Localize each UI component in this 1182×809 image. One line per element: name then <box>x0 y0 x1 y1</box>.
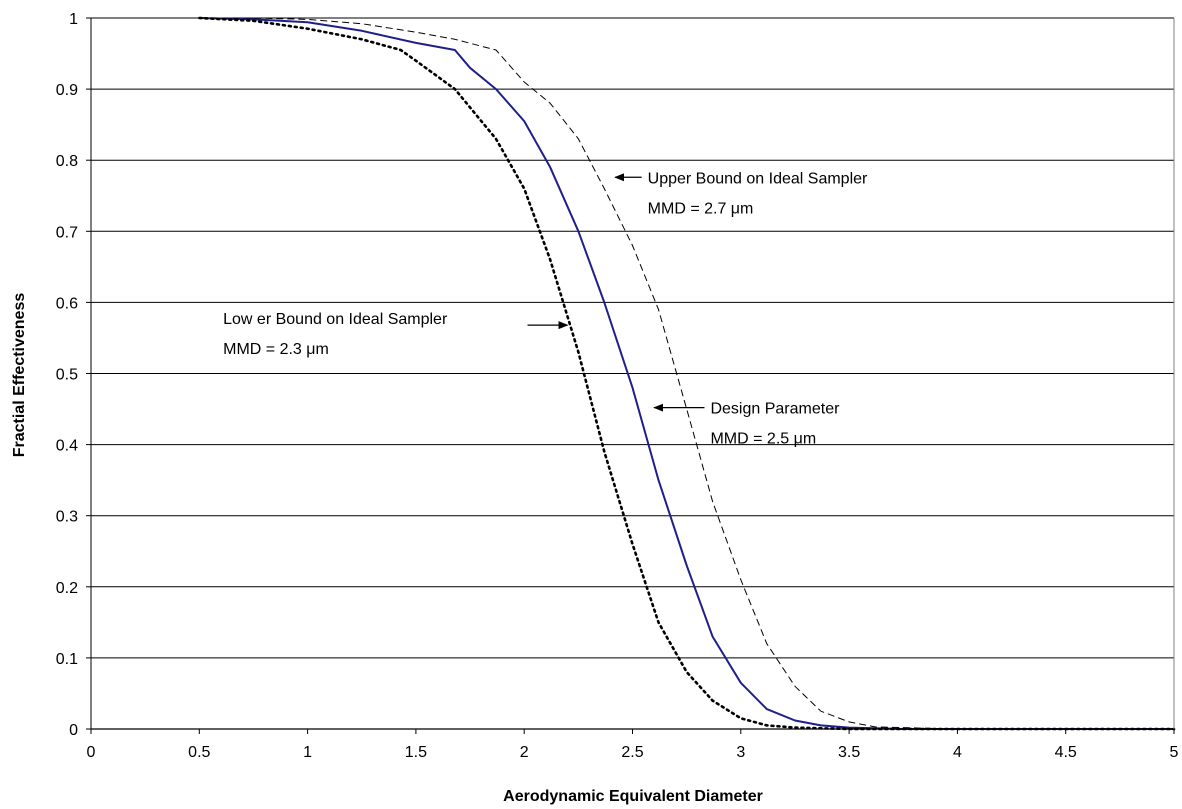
gridlines <box>91 17 1174 659</box>
annotation-text: Design Parameter <box>710 401 840 418</box>
annotation-text: MMD = 2.7 μm <box>648 200 754 217</box>
y-tick-label: 0.4 <box>56 438 78 455</box>
x-tick-label: 1 <box>303 744 312 761</box>
x-tick-label: 0.5 <box>188 744 210 761</box>
x-tick-label: 2 <box>520 744 529 761</box>
y-tick-label: 0 <box>69 722 78 739</box>
x-tick-label: 4.5 <box>1055 744 1077 761</box>
x-tick-label: 3.5 <box>838 744 860 761</box>
y-tick-label: 0.6 <box>56 295 78 312</box>
x-tick-label: 5 <box>1170 744 1179 761</box>
annotations: Upper Bound on Ideal Sampler MMD = 2.7 μm… <box>223 170 868 447</box>
y-tick-label: 0.8 <box>56 153 78 170</box>
y-tick-label: 0.3 <box>56 509 78 526</box>
annotation-text: Upper Bound on Ideal Sampler <box>648 170 868 187</box>
x-tick-label: 0 <box>87 744 96 761</box>
series-group <box>198 16 1176 731</box>
series-line-dotted <box>198 16 1176 731</box>
y-tick-label: 0.1 <box>56 651 78 668</box>
series-line-dashed <box>199 17 1174 730</box>
axes: 0 0.1 0.2 0.3 0.4 0.5 0.6 0.7 0.8 0.9 1 0 0.5 1 1.5 2 2.… <box>56 11 1179 761</box>
x-tick-label: 4 <box>953 744 962 761</box>
annotation-text: MMD = 2.3 μm <box>223 341 329 358</box>
y-tick-label: 0.5 <box>56 367 78 384</box>
y-tick-label: 0.9 <box>56 82 78 99</box>
annotation-text: Low er Bound on Ideal Sampler <box>223 311 448 328</box>
annotation-text: MMD = 2.5 μm <box>710 431 816 448</box>
y-axis-title: Fractial Effectiveness <box>11 293 28 458</box>
x-tick-label: 2.5 <box>621 744 643 761</box>
x-axis-title: Aerodynamic Equivalent Diameter <box>503 788 763 805</box>
series-line-solid <box>199 17 1174 730</box>
x-tick-label: 1.5 <box>405 744 427 761</box>
y-tick-label: 0.2 <box>56 580 78 597</box>
y-tick-label: 1 <box>69 11 78 28</box>
y-tick-label: 0.7 <box>56 224 78 241</box>
x-tick-label: 3 <box>736 744 745 761</box>
